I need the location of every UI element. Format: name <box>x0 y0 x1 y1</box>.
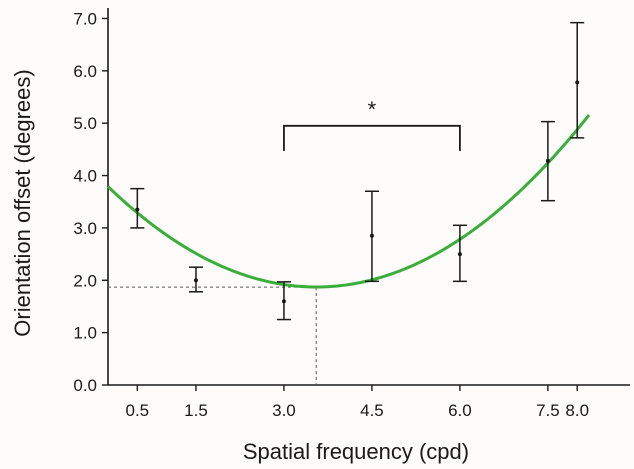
data-point <box>457 252 462 257</box>
y-tick-label: 7.0 <box>73 9 97 28</box>
fit-curve-group <box>106 114 591 289</box>
axes: 0.0 1.0 2.0 3.0 4.0 5.0 6.0 7.0 0.5 1.5 3.0 4.5 6.0 7… <box>73 8 630 420</box>
data-point <box>575 80 580 85</box>
data-point <box>545 158 550 163</box>
x-tick-label: 8.0 <box>565 401 589 420</box>
significance-bracket <box>283 124 461 151</box>
significance-bracket-group: * <box>283 97 461 151</box>
data-points-group <box>130 21 585 321</box>
y-axis-title: Orientation offset (degrees) <box>10 69 35 336</box>
y-tick-label: 1.0 <box>73 324 97 343</box>
data-point <box>281 299 286 304</box>
y-tick-label: 0.0 <box>73 376 97 395</box>
x-tick-label: 6.0 <box>448 401 472 420</box>
y-tick-label: 4.0 <box>73 167 97 186</box>
x-tick-label: 0.5 <box>126 401 150 420</box>
fit-curve <box>106 114 591 289</box>
y-tick-label: 5.0 <box>73 114 97 133</box>
x-tick-label: 7.5 <box>536 401 560 420</box>
x-tick-label: 3.0 <box>272 401 296 420</box>
y-tick-label: 6.0 <box>73 62 97 81</box>
data-point <box>135 207 140 212</box>
y-tick-label: 3.0 <box>73 219 97 238</box>
minimum-guide-lines <box>108 286 317 385</box>
x-axis-title: Spatial frequency (cpd) <box>243 439 469 464</box>
y-tick-label: 2.0 <box>73 271 97 290</box>
data-point <box>369 233 374 238</box>
x-tick-label: 1.5 <box>184 401 208 420</box>
data-point <box>193 278 198 283</box>
x-tick-label: 4.5 <box>360 401 384 420</box>
significance-label: * <box>368 97 377 122</box>
